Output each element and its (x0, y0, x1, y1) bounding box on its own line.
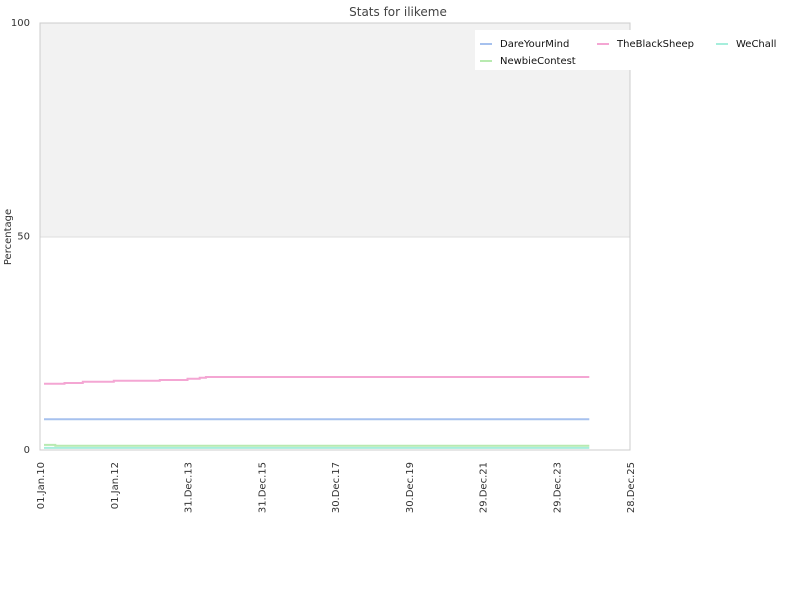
x-tick-label: 31.Dec.15 (257, 462, 268, 513)
x-tick-label: 01.Jan.10 (36, 462, 47, 509)
plot-band-lower (40, 237, 630, 450)
y-tick-labels: 0 50 100 (11, 18, 30, 456)
x-tick-label: 01.Jan.12 (110, 462, 121, 509)
x-tick-label: 31.Dec.13 (184, 462, 195, 513)
x-tick-label: 30.Dec.19 (405, 462, 416, 513)
y-tick-label: 50 (17, 232, 30, 243)
chart-title: Stats for ilikeme (349, 5, 447, 19)
x-tick-label: 30.Dec.17 (331, 462, 342, 513)
x-tick-label: 29.Dec.23 (552, 462, 563, 513)
legend-label: NewbieContest (500, 56, 576, 67)
y-axis-label: Percentage (3, 209, 14, 265)
series-line-theblacksheep (44, 376, 590, 385)
legend-label: TheBlackSheep (616, 39, 694, 50)
legend-label: WeChall (736, 39, 776, 50)
legend-items: DareYourMind TheBlackSheep WeChall NewbieCo… (480, 39, 776, 67)
y-tick-label: 100 (11, 18, 30, 29)
legend-label: DareYourMind (500, 39, 569, 50)
plot-border (39, 22, 631, 451)
x-tick-label: 29.Dec.21 (479, 462, 490, 513)
legend: DareYourMind TheBlackSheep WeChall NewbieCo… (475, 30, 800, 70)
legend-box (475, 30, 800, 70)
series-lines (44, 376, 590, 449)
x-tick-label: 28.Dec.25 (626, 462, 637, 513)
series-line-newbiecontest (44, 443, 590, 447)
x-tick-labels: 01.Jan.10 01.Jan.12 31.Dec.13 31.Dec.15 30.D… (36, 462, 637, 513)
y-tick-label: 0 (24, 445, 30, 456)
